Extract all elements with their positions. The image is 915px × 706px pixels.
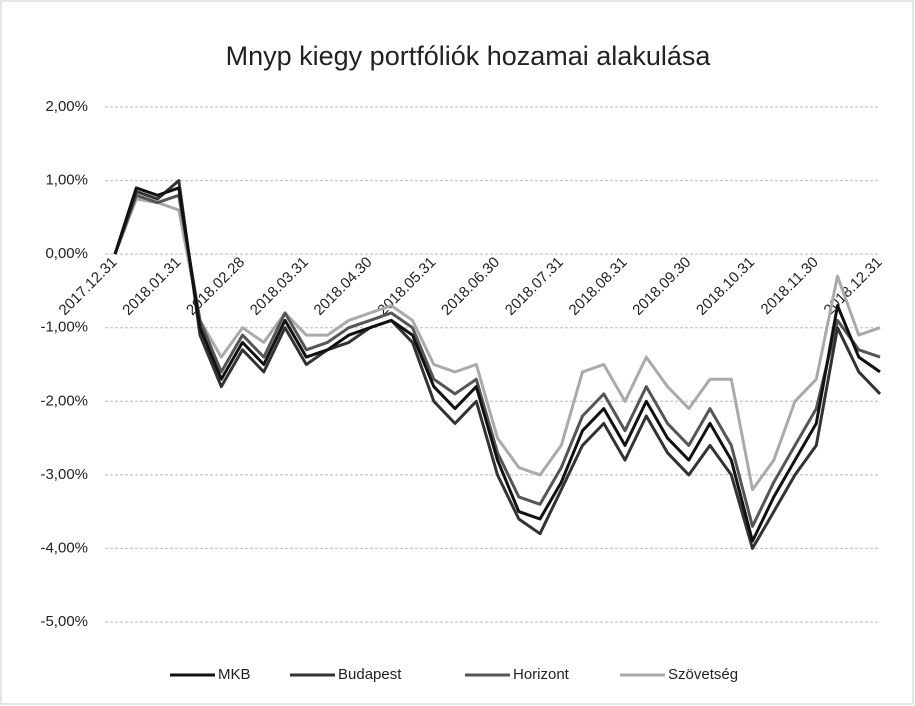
series-line — [113, 186, 881, 543]
y-tick-label: -1,00% — [40, 319, 88, 336]
legend-label: MKB — [218, 666, 251, 683]
y-tick-label: -2,00% — [40, 392, 88, 409]
y-tick-label: -3,00% — [40, 466, 88, 483]
series-line — [113, 197, 881, 492]
y-tick-label: -4,00% — [40, 539, 88, 556]
legend-label: Horizont — [513, 666, 570, 683]
y-tick-label: -5,00% — [40, 613, 88, 630]
y-tick-label: 2,00% — [45, 98, 88, 115]
series-line — [113, 179, 882, 550]
legend-label: Szövetség — [668, 666, 738, 683]
y-tick-label: 1,00% — [45, 172, 88, 189]
chart-title: Mnyp kiegy portfóliók hozamai alakulása — [226, 41, 712, 71]
series-line — [113, 193, 881, 528]
y-tick-label: 0,00% — [45, 245, 88, 262]
legend-label: Budapest — [338, 666, 402, 683]
